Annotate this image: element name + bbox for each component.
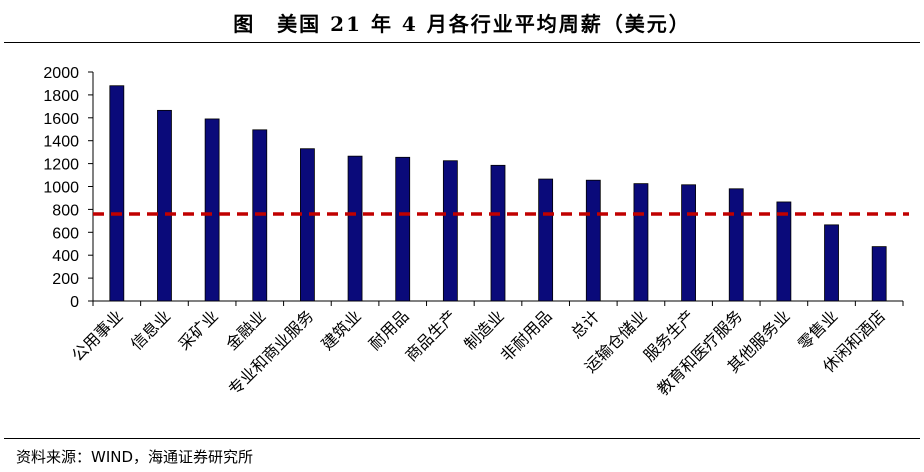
x-tick-label: 信息业 (127, 306, 174, 353)
bar-运输仓储业 (633, 183, 649, 302)
y-tick-label: 1600 (43, 111, 79, 128)
footer-divider (4, 438, 920, 439)
y-tick-label: 1400 (43, 134, 79, 151)
y-tick-label: 1800 (43, 88, 79, 105)
bar-休闲和酒店 (871, 246, 887, 302)
x-tick-label: 采矿业 (175, 306, 222, 353)
bar-耐用品 (395, 156, 411, 302)
bar-商品生产 (442, 160, 458, 302)
title-divider (4, 42, 920, 43)
y-axis-ticks: 0 200 400 600 800 1000 1200 1400 1600 1800 2000 (43, 65, 93, 311)
bar-非耐用品 (538, 178, 554, 302)
y-tick-label: 0 (70, 294, 79, 311)
bar-制造业 (490, 164, 506, 302)
y-tick-label: 600 (52, 225, 79, 242)
bar-信息业 (157, 109, 172, 302)
bar-公用事业 (109, 85, 125, 302)
x-tick-label: 教育和医疗服务 (653, 306, 746, 399)
x-tick-label: 建筑业 (318, 306, 365, 353)
bar-建筑业 (347, 155, 363, 302)
bar-服务生产 (681, 184, 696, 302)
x-tick-label: 专业和商业服务 (225, 306, 318, 399)
x-tick-label: 非耐用品 (497, 306, 556, 365)
bar-教育和医疗服务 (728, 188, 744, 302)
y-tick-label: 800 (52, 202, 79, 219)
y-tick-label: 200 (52, 271, 79, 288)
x-tick-label: 商品生产 (401, 306, 460, 365)
y-tick-label: 2000 (43, 65, 79, 82)
bar-专业和商业服务 (300, 148, 315, 302)
bars (109, 85, 887, 302)
source-note: 资料来源：WIND，海通证券研究所 (16, 448, 254, 466)
bar-总计 (585, 179, 601, 302)
x-tick-label: 总计 (567, 306, 603, 342)
bar-其他服务业 (776, 201, 792, 302)
bar-零售业 (824, 224, 839, 302)
bar-采矿业 (204, 118, 220, 302)
y-tick-label: 400 (52, 248, 79, 265)
bar-chart: 0 200 400 600 800 1000 1200 1400 1600 1800 2000 公用… (43, 65, 909, 399)
y-tick-label: 1200 (43, 157, 79, 174)
y-tick-label: 1000 (43, 180, 79, 197)
page-title: 图 美国 21 年 4 月各行业平均周薪（美元） (233, 12, 691, 36)
x-tick-label: 公用事业 (68, 306, 127, 365)
